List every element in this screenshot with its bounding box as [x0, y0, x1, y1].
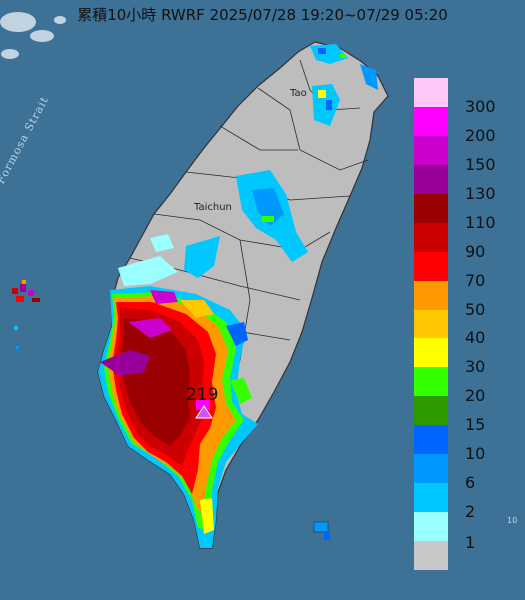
- central-rain: [118, 170, 308, 286]
- legend-swatch: [414, 135, 448, 166]
- legend-label: 70: [465, 270, 486, 290]
- legend-swatch: [414, 367, 448, 397]
- north-rain: [310, 44, 378, 126]
- map-title: 累積10小時 RWRF 2025/07/28 19:20~07/29 05:20: [77, 6, 448, 24]
- legend-swatch: [414, 541, 448, 571]
- legend-label: 130: [465, 183, 496, 203]
- legend-swatch: [414, 193, 448, 224]
- legend-swatch: [414, 78, 448, 108]
- legend-label: 300: [465, 96, 496, 116]
- edge-label: 10: [507, 516, 518, 525]
- max-rainfall-value: 219: [186, 385, 219, 405]
- cloud-patches: [0, 12, 66, 59]
- legend-swatch: [414, 338, 448, 368]
- legend-swatch: [414, 454, 448, 484]
- south-rain: [98, 286, 258, 548]
- legend-label: 200: [465, 125, 496, 145]
- legend-swatch: [414, 280, 448, 311]
- legend-swatch: [414, 309, 448, 339]
- legend-label: 10: [465, 444, 486, 464]
- legend-label: 20: [465, 386, 486, 406]
- penghu-islands: [12, 280, 40, 349]
- legend-label: 90: [465, 241, 486, 261]
- legend-swatch: [414, 164, 448, 195]
- legend-label: 50: [465, 299, 486, 319]
- legend-label: 15: [465, 415, 486, 435]
- legend-swatch: [414, 106, 448, 137]
- legend-label: 150: [465, 154, 496, 174]
- legend-label: 40: [465, 328, 486, 348]
- legend-swatch: [414, 396, 448, 426]
- rainfall-legend: [414, 78, 448, 571]
- taichung-label: Taichun: [194, 202, 232, 213]
- legend-swatch: [414, 222, 448, 253]
- orchid-island: [313, 521, 330, 540]
- legend-swatch: [414, 425, 448, 455]
- legend-swatch: [414, 512, 448, 542]
- legend-label: 30: [465, 357, 486, 377]
- legend-swatch: [414, 251, 448, 282]
- legend-label: 6: [465, 473, 476, 493]
- max-rainfall-marker: [195, 405, 213, 419]
- legend-label: 1: [465, 533, 476, 553]
- legend-label: 2: [465, 502, 476, 522]
- legend-swatch: [414, 483, 448, 513]
- taipei-label: Tao: [290, 88, 307, 99]
- legend-label: 110: [465, 212, 496, 232]
